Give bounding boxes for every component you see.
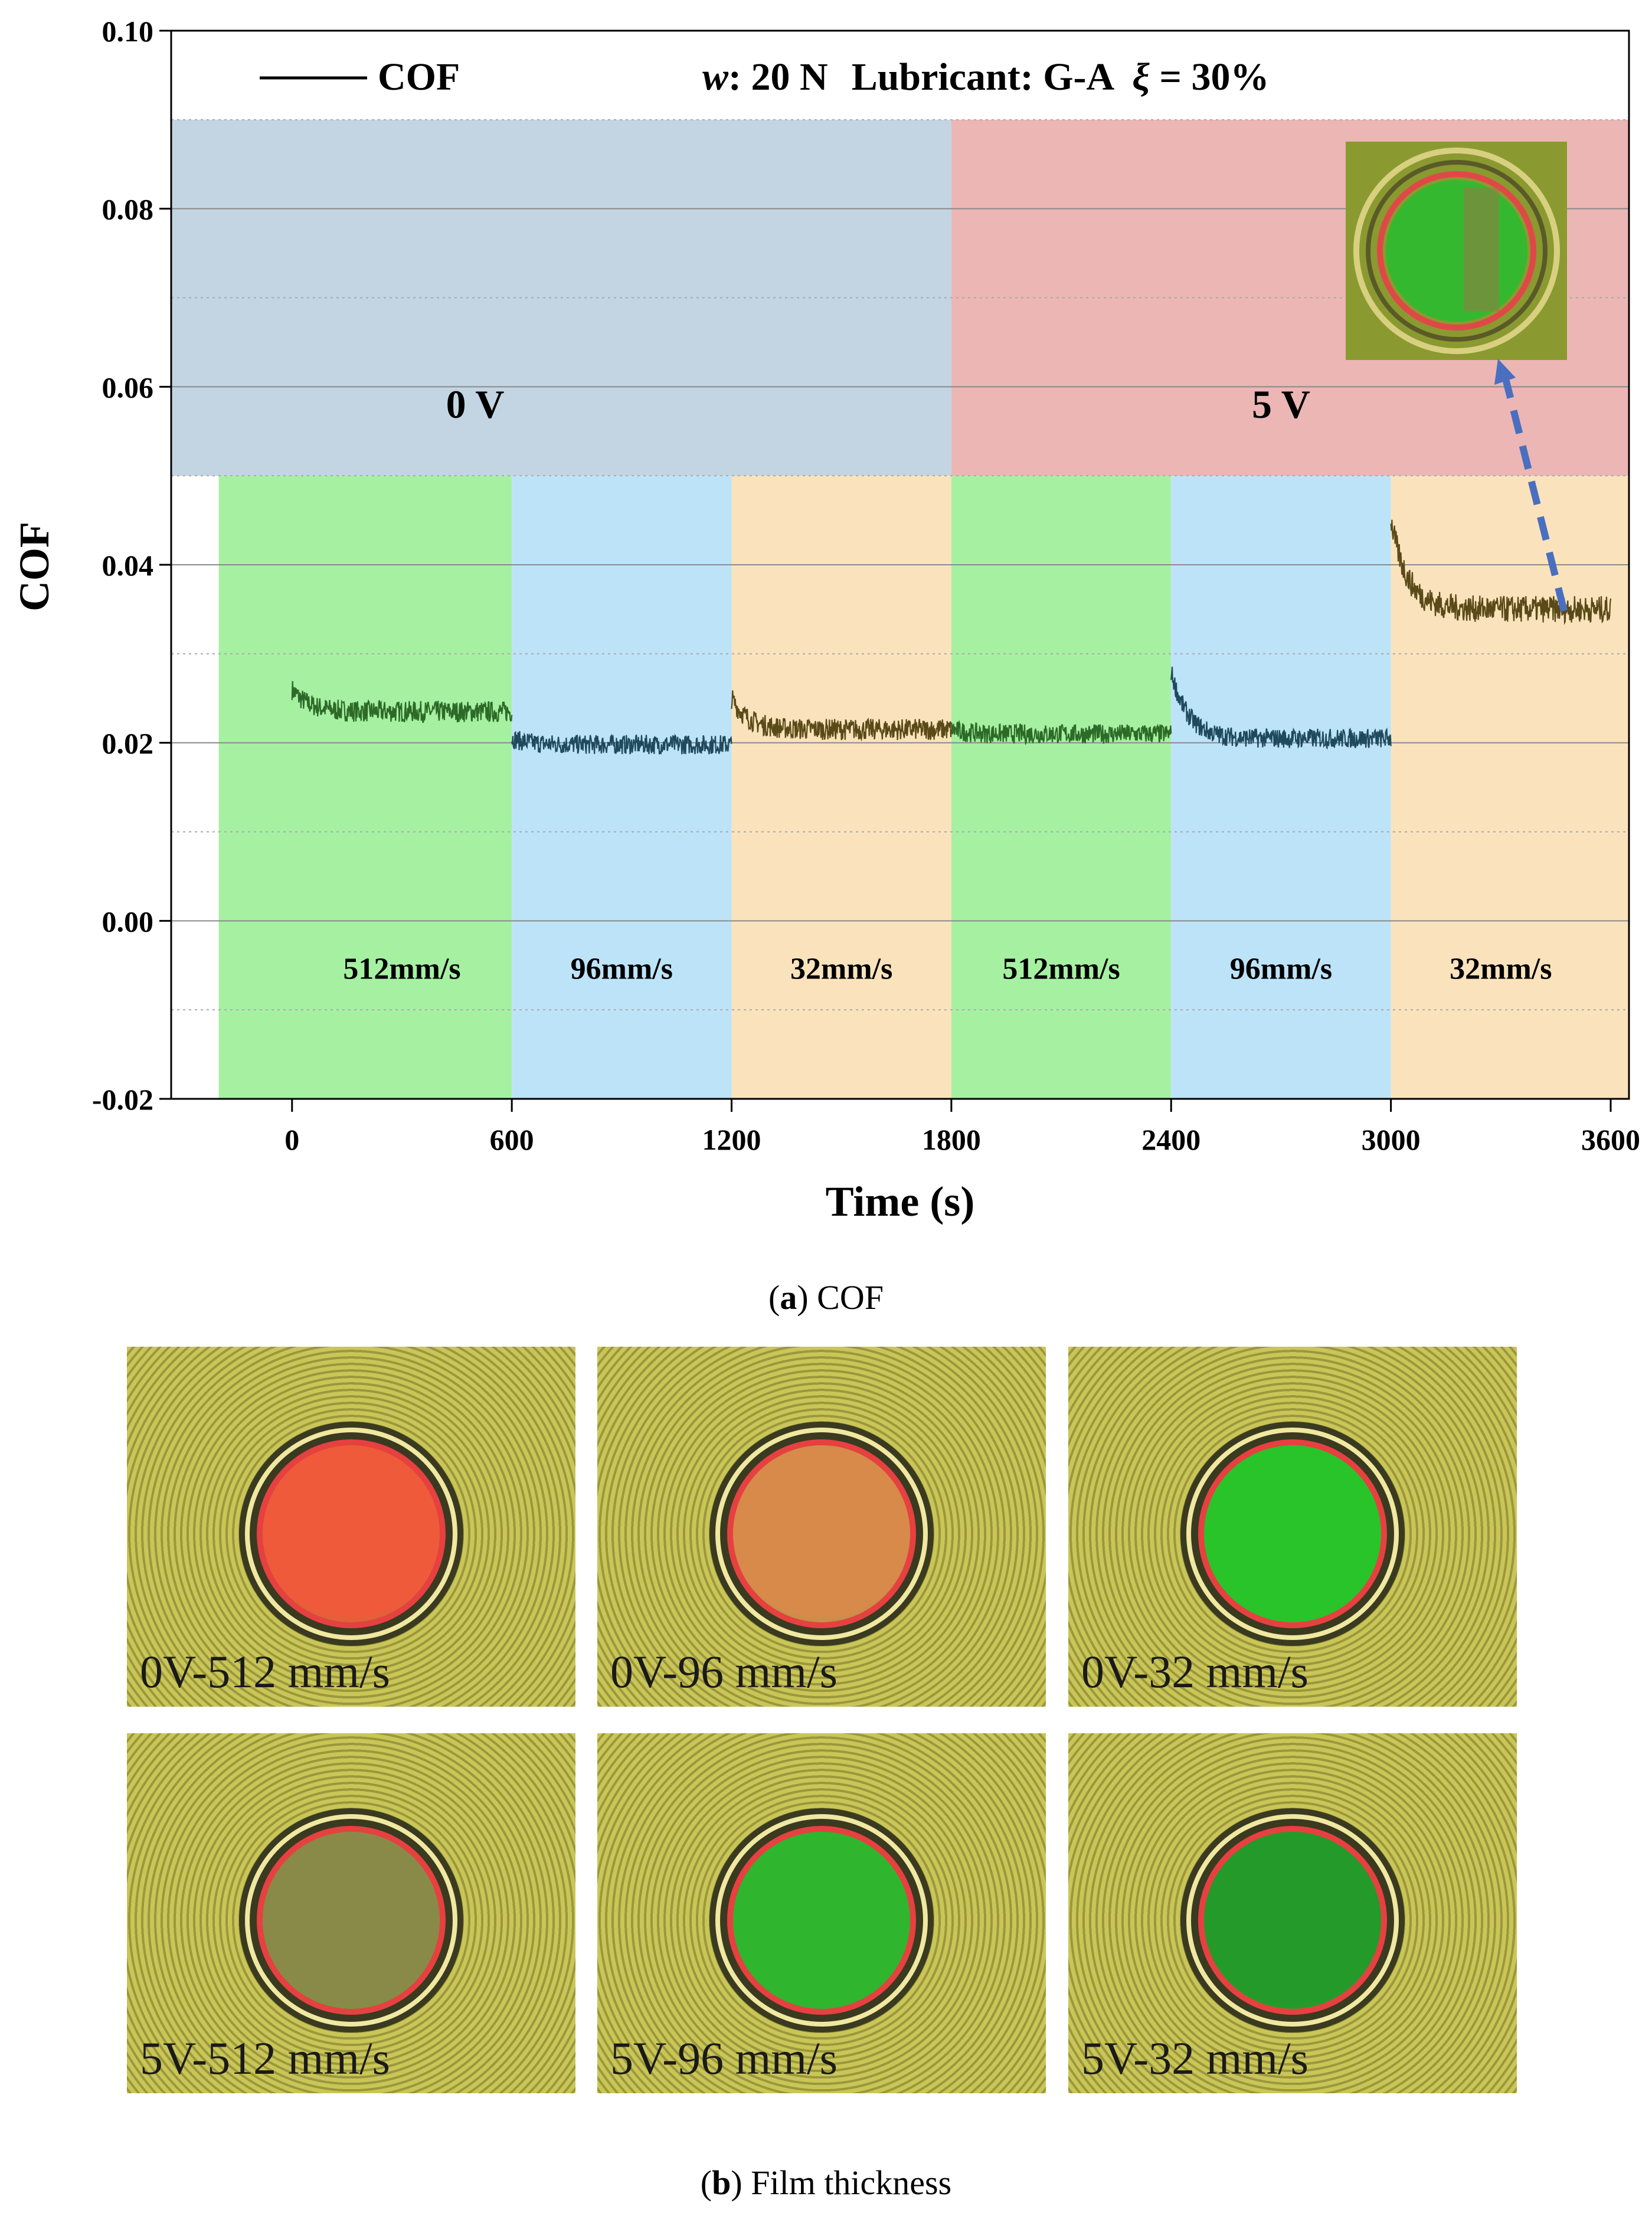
contact-spot <box>263 1832 440 2009</box>
series-line-5 <box>1390 519 1612 626</box>
film-image-label: 0V-32 mm/s <box>1081 1646 1309 1697</box>
axes <box>159 30 1630 1112</box>
contact-spot <box>733 1445 910 1623</box>
speed-label: 32mm/s <box>1450 952 1552 986</box>
x-tick-label: 600 <box>490 1123 534 1156</box>
header-annotation: w: 20 N Lubricant: G-A ξ = 30% <box>702 55 1269 99</box>
y-axis-label: COF <box>11 522 58 611</box>
tick-labels: 0 600 1200 1800 2400 3000 3600 -0.02 0.00 0.02 0.0… <box>92 15 1640 1156</box>
speed-label: 512mm/s <box>343 952 460 986</box>
x-tick-label: 1800 <box>922 1123 981 1156</box>
x-tick-label: 2400 <box>1141 1123 1200 1156</box>
film-image-label: 5V-96 mm/s <box>610 2032 838 2084</box>
contact-spot <box>263 1445 440 1623</box>
y-tick-label: -0.02 <box>92 1083 153 1116</box>
inset-arrow-head <box>1494 359 1516 385</box>
speed-label: 96mm/s <box>571 952 673 986</box>
speed-region-5 <box>1391 476 1629 1099</box>
x-tick-label: 1200 <box>702 1123 761 1156</box>
speed-label: 96mm/s <box>1230 952 1332 986</box>
cof-chart: COF w: 20 N Lubricant: G-A ξ = 30% 0 V 5 V 5… <box>11 15 1640 1225</box>
voltage-label: 0 V <box>446 382 505 427</box>
film-image-label: 5V-512 mm/s <box>140 2032 391 2084</box>
series-line-0 <box>291 681 513 724</box>
speed-region-1 <box>512 476 732 1099</box>
x-tick-label: 0 <box>284 1123 299 1156</box>
region-labels: 0 V 5 V 512mm/s 96mm/s 32mm/s 512mm/s 96mm/s 32… <box>343 382 1552 986</box>
speed-region-0 <box>218 476 512 1099</box>
caption-b: (b) Film thickness <box>700 2163 952 2202</box>
speed-label: 512mm/s <box>1002 952 1120 986</box>
film-image-label: 5V-32 mm/s <box>1081 2032 1309 2084</box>
y-tick-label: 0.10 <box>102 15 154 48</box>
x-axis-label: Time (s) <box>826 1178 975 1225</box>
y-tick-label: 0.00 <box>102 905 154 938</box>
speed-region-4 <box>1171 476 1391 1099</box>
film-image: 5V-96 mm/s <box>597 1733 1046 2093</box>
speed-region-3 <box>951 476 1172 1099</box>
x-tick-label: 3000 <box>1362 1123 1421 1156</box>
y-tick-label: 0.02 <box>102 727 154 760</box>
legend-label: COF <box>378 55 460 99</box>
series-line-1 <box>511 731 732 755</box>
y-tick-label: 0.08 <box>102 193 154 226</box>
film-image-label: 0V-512 mm/s <box>140 1646 391 1697</box>
contact-spot <box>733 1832 910 2009</box>
speed-region-2 <box>731 476 951 1099</box>
film-image: 0V-96 mm/s <box>597 1347 1046 1707</box>
inset-arrow <box>1500 371 1568 612</box>
y-tick-label: 0.04 <box>102 549 154 582</box>
film-image-label: 0V-96 mm/s <box>610 1646 838 1697</box>
contact-spot <box>1204 1832 1381 2009</box>
film-image: 0V-512 mm/s <box>127 1347 575 1707</box>
speed-label: 32mm/s <box>790 952 892 986</box>
voltage-label: 5 V <box>1252 382 1310 427</box>
y-tick-label: 0.06 <box>102 371 154 404</box>
inset-film-image <box>1346 142 1567 360</box>
series-line-3 <box>950 719 1172 746</box>
series-line-2 <box>731 690 952 742</box>
caption-a: (a) COF <box>768 1278 884 1317</box>
contact-spot <box>1204 1445 1381 1623</box>
film-image: 0V-32 mm/s <box>1068 1347 1517 1707</box>
film-image: 5V-32 mm/s <box>1068 1733 1517 2093</box>
x-tick-label: 3600 <box>1581 1123 1640 1156</box>
cof-series <box>291 519 1612 755</box>
film-image: 5V-512 mm/s <box>127 1733 575 2093</box>
series-line-4 <box>1170 666 1392 750</box>
